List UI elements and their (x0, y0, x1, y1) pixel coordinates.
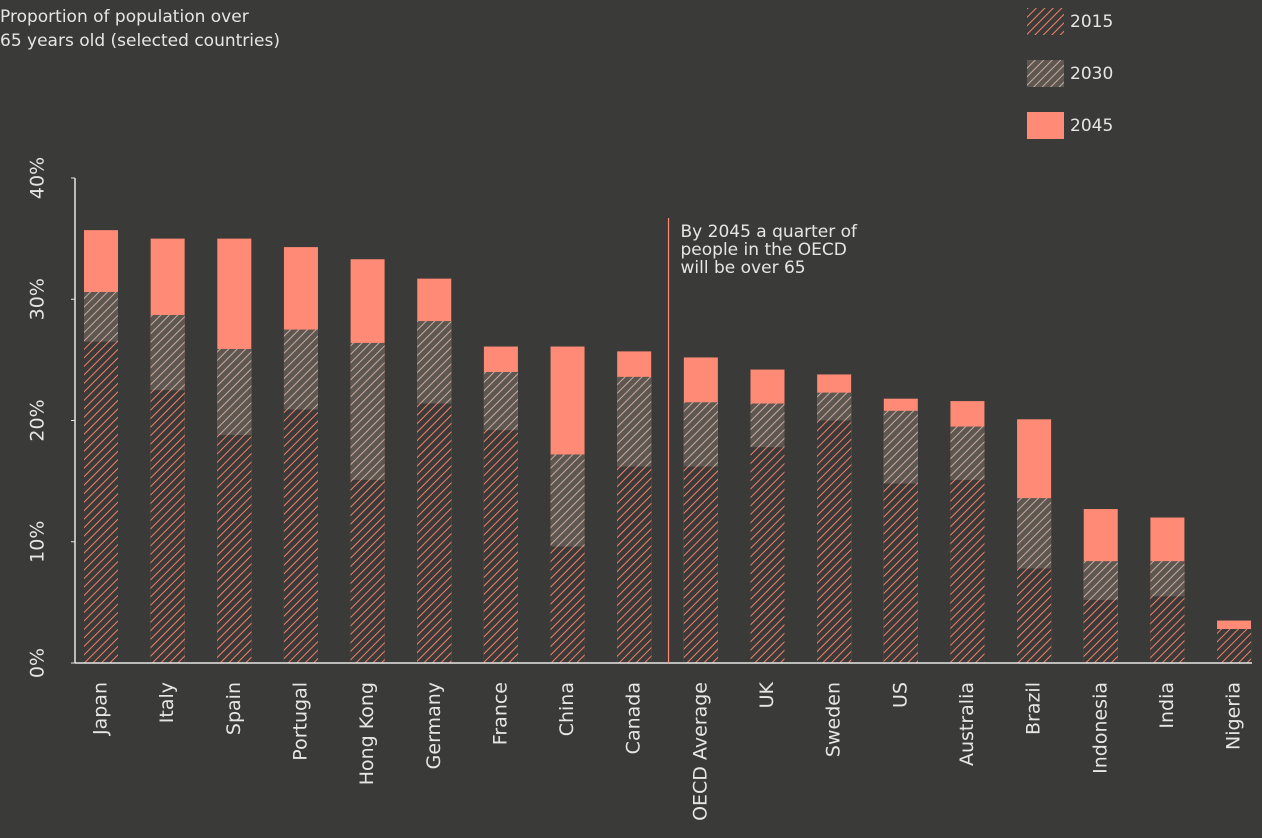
y-tick-label: 30% (27, 278, 49, 320)
legend-swatch (1027, 60, 1064, 87)
bar (617, 466, 652, 663)
annotation: will be over 65 (681, 258, 806, 278)
legend-swatch (1027, 112, 1064, 139)
x-tick-label: Germany (423, 682, 445, 769)
chart-title: 65 years old (selected countries) (0, 31, 280, 51)
bar (1217, 629, 1252, 663)
bar (283, 409, 318, 663)
y-tick-label: 0% (27, 648, 49, 678)
y-tick-label: 40% (27, 157, 49, 199)
bar (84, 341, 118, 663)
x-tick-label: Australia (956, 682, 978, 766)
x-tick-label: UK (756, 681, 778, 708)
legend-label: 2015 (1070, 12, 1113, 32)
bar (683, 466, 718, 663)
chart-title: Proportion of population over (0, 7, 249, 27)
bar (1017, 568, 1052, 663)
x-tick-label: China (556, 682, 578, 736)
x-tick-label: Italy (156, 682, 178, 723)
x-tick-label: US (889, 682, 911, 708)
bar (150, 390, 185, 663)
x-tick-label: India (1156, 682, 1178, 729)
annotation: people in the OECD (681, 240, 847, 260)
bar (883, 483, 918, 663)
legend-label: 2030 (1070, 64, 1113, 84)
bar (483, 430, 518, 663)
bar (217, 435, 252, 663)
y-tick-label: 20% (27, 399, 49, 441)
x-tick-label: Indonesia (1089, 682, 1111, 774)
x-tick-label: Canada (623, 682, 645, 754)
x-tick-label: OECD Average (689, 682, 711, 821)
bar (1150, 596, 1185, 663)
annotation: By 2045 a quarter of (681, 222, 859, 242)
bar (1083, 599, 1118, 663)
bar (350, 479, 385, 663)
x-tick-label: France (489, 682, 511, 745)
y-tick-label: 10% (27, 521, 49, 563)
x-tick-label: Spain (223, 682, 245, 735)
bar (550, 546, 585, 663)
bar (417, 403, 452, 663)
legend-swatch (1027, 8, 1064, 35)
x-tick-label: Nigeria (1223, 682, 1245, 750)
bar (950, 479, 985, 663)
x-tick-label: Hong Kong (356, 682, 378, 785)
bar (817, 420, 852, 663)
x-tick-label: Japan (90, 682, 112, 736)
legend-label: 2045 (1070, 116, 1113, 136)
x-tick-label: Brazil (1023, 682, 1045, 735)
x-tick-label: Portugal (289, 682, 311, 761)
bar (750, 447, 785, 663)
x-tick-label: Sweden (823, 682, 845, 757)
